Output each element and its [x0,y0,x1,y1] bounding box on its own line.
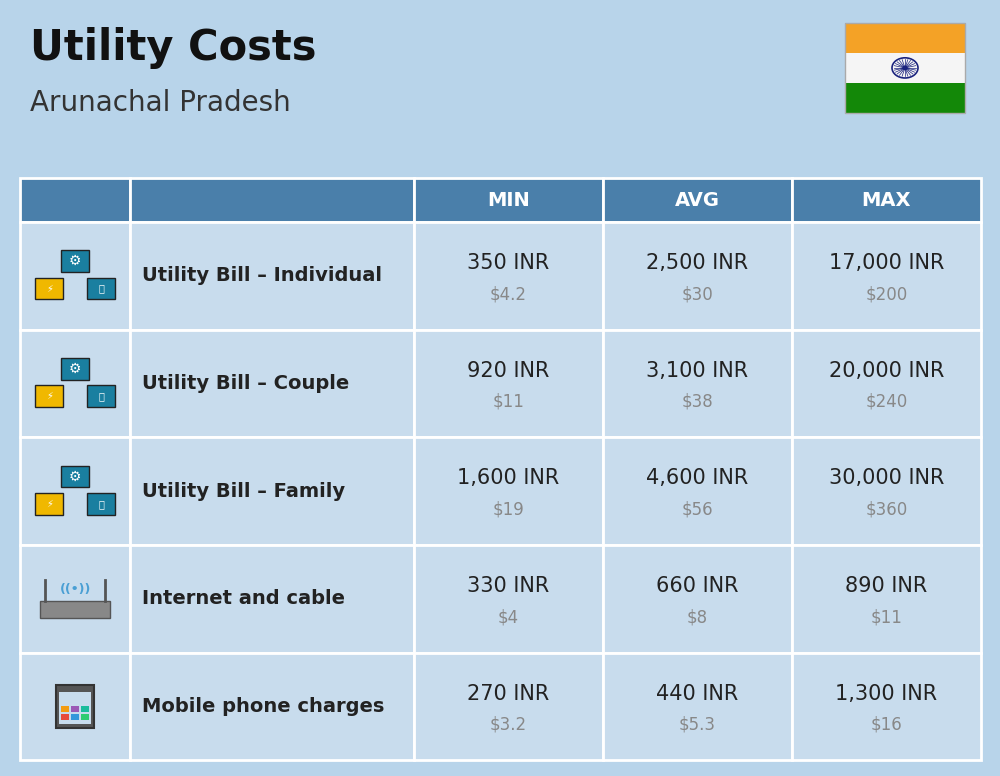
Bar [845,83,965,113]
Bar [845,53,965,83]
Text: $30: $30 [681,286,713,303]
Text: 660 INR: 660 INR [656,576,739,596]
Text: 🚰: 🚰 [98,283,104,293]
Text: MAX: MAX [862,191,911,210]
Bar [56,685,94,728]
Text: $19: $19 [492,501,524,518]
Text: 920 INR: 920 INR [467,361,549,381]
Bar [414,178,603,222]
Text: Arunachal Pradesh: Arunachal Pradesh [30,89,291,117]
Bar [35,278,63,300]
Text: ⚙: ⚙ [69,469,81,483]
Bar [81,706,89,712]
Bar [71,706,79,712]
Bar [792,178,981,222]
Text: ⚙: ⚙ [69,255,81,268]
Text: 350 INR: 350 INR [467,253,549,273]
Text: Utility Bill – Couple: Utility Bill – Couple [142,374,350,393]
Bar [61,714,69,720]
Text: ⚡: ⚡ [46,391,53,401]
Text: 17,000 INR: 17,000 INR [829,253,944,273]
Bar [845,23,965,53]
Bar [603,178,792,222]
Text: MIN: MIN [487,191,530,210]
Text: 330 INR: 330 INR [467,576,549,596]
Text: 270 INR: 270 INR [467,684,549,704]
Text: 1,600 INR: 1,600 INR [457,469,559,488]
Text: $5.3: $5.3 [679,716,716,734]
Text: 1,300 INR: 1,300 INR [835,684,937,704]
Text: ((•)): ((•)) [60,583,91,596]
Text: Utility Bill – Individual: Utility Bill – Individual [142,266,382,286]
Bar [59,692,91,724]
Bar [61,466,89,487]
Bar [87,493,115,514]
Text: ⚡: ⚡ [46,499,53,509]
Text: 4,600 INR: 4,600 INR [646,469,748,488]
Bar [87,278,115,300]
Bar [35,385,63,407]
Text: 3,100 INR: 3,100 INR [646,361,748,381]
Bar [61,251,89,272]
Text: $16: $16 [871,716,902,734]
Bar [40,601,110,618]
Circle shape [903,66,907,70]
Bar [81,714,89,720]
Text: 🚰: 🚰 [98,499,104,509]
Text: $4.2: $4.2 [490,286,527,303]
Text: 890 INR: 890 INR [845,576,928,596]
Text: 30,000 INR: 30,000 INR [829,469,944,488]
Text: $56: $56 [681,501,713,518]
Bar [87,385,115,407]
Bar [20,178,130,222]
Text: $4: $4 [498,608,519,626]
Text: Utility Costs: Utility Costs [30,27,316,69]
Text: Utility Bill – Family: Utility Bill – Family [142,482,346,501]
Text: $3.2: $3.2 [490,716,527,734]
Text: $11: $11 [870,608,902,626]
Text: $11: $11 [492,393,524,411]
Text: ⚙: ⚙ [69,362,81,376]
Text: Mobile phone charges: Mobile phone charges [142,697,385,716]
Text: $38: $38 [681,393,713,411]
Text: $360: $360 [865,501,908,518]
Text: 440 INR: 440 INR [656,684,738,704]
Text: 2,500 INR: 2,500 INR [646,253,748,273]
Text: $200: $200 [865,286,908,303]
Text: 🚰: 🚰 [98,391,104,401]
Text: Internet and cable: Internet and cable [142,590,345,608]
Text: $8: $8 [687,608,708,626]
Bar [71,714,79,720]
Bar [130,178,414,222]
Bar [61,358,89,379]
Bar [61,706,69,712]
Text: $240: $240 [865,393,908,411]
Text: AVG: AVG [675,191,720,210]
Bar [35,493,63,514]
Text: 20,000 INR: 20,000 INR [829,361,944,381]
Text: ⚡: ⚡ [46,283,53,293]
